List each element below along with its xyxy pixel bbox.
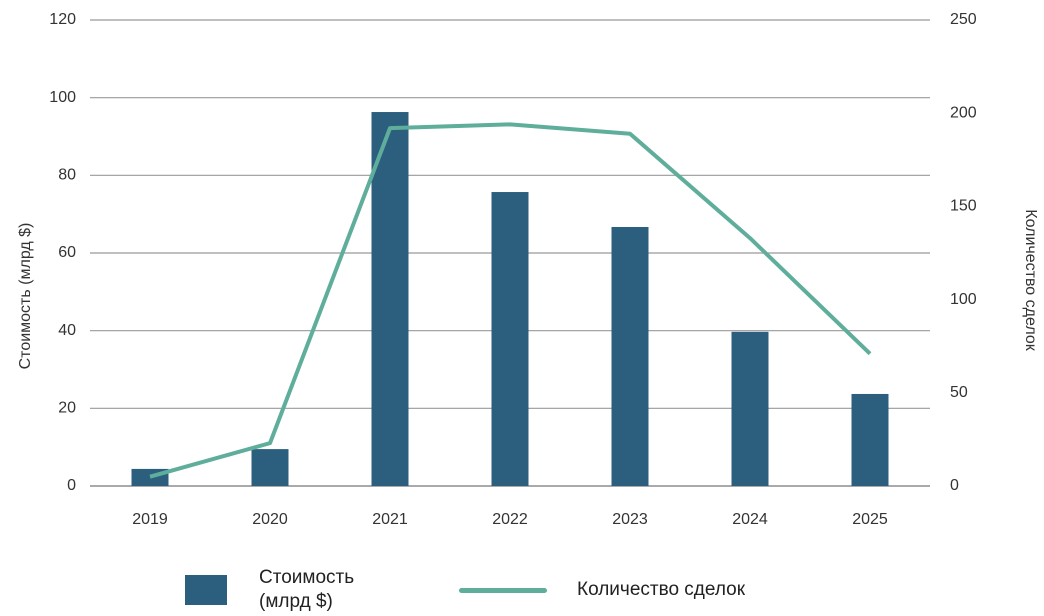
y2-tick-label: 100 <box>950 291 977 308</box>
y2-axis-label: Количество сделок <box>1022 209 1039 351</box>
y-tick-label: 40 <box>58 322 76 339</box>
x-tick-label: 2020 <box>252 511 288 528</box>
x-tick-label: 2024 <box>732 511 768 528</box>
legend-item: Стоимость (млрд $) <box>185 566 459 614</box>
y2-tick-label: 200 <box>950 104 977 121</box>
y2-tick-label: 150 <box>950 198 977 215</box>
y-tick-label: 100 <box>49 89 76 106</box>
legend-label: Количество сделок <box>577 579 746 600</box>
y-tick-label: 120 <box>49 11 76 28</box>
bar <box>731 331 769 486</box>
legend: Стоимость (млрд $) Количество сделок <box>185 566 745 614</box>
y-axis-label: Стоимость (млрд $) <box>17 223 34 370</box>
y-tick-label: 60 <box>58 244 76 261</box>
line <box>149 122 872 479</box>
x-tick-label: 2019 <box>132 511 168 528</box>
legend-label: Стоимость (млрд $) <box>259 567 355 612</box>
legend-swatch <box>185 575 227 605</box>
y2-tick-label: 0 <box>950 477 959 494</box>
bar <box>491 192 529 486</box>
bar <box>611 226 649 486</box>
x-tick-label: 2025 <box>852 511 888 528</box>
legend-item: Количество сделок <box>459 579 745 601</box>
bar <box>371 112 409 486</box>
bar <box>251 449 289 486</box>
chart: Стоимость (млрд $) Количество сделок 0 20… <box>17 11 1039 528</box>
x-tick-label: 2022 <box>492 511 528 528</box>
bar <box>851 393 889 486</box>
x-tick-label: 2021 <box>372 511 408 528</box>
y-tick-label: 80 <box>58 167 76 184</box>
x-tick-label: 2023 <box>612 511 648 528</box>
y2-tick-label: 250 <box>950 11 977 28</box>
y-tick-label: 0 <box>67 477 76 494</box>
legend-swatch <box>459 587 547 593</box>
y2-tick-label: 50 <box>950 384 968 401</box>
y-tick-label: 20 <box>58 400 76 417</box>
